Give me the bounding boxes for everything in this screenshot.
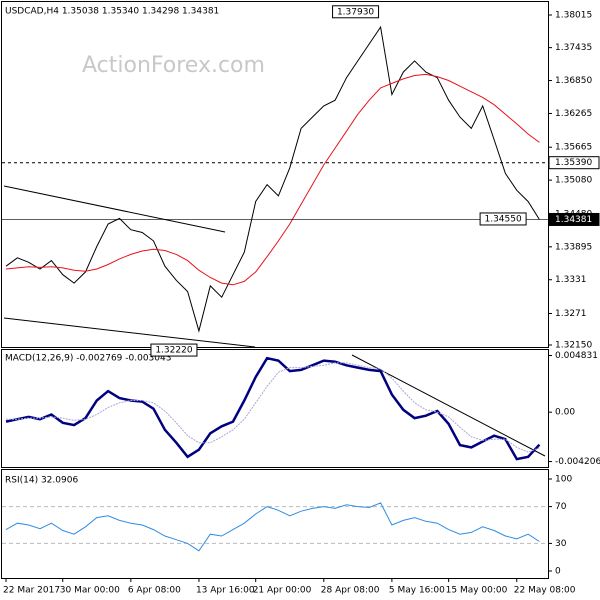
x-tick-label: 30 Mar 00:00 <box>60 586 120 596</box>
macd-pane <box>1 349 549 468</box>
y-tick-label: 1.35080 <box>555 176 592 186</box>
y-tick-label: 1.38015 <box>555 11 592 21</box>
chart-title: USDCAD,H4 1.35038 1.35340 1.34298 1.3438… <box>5 7 219 17</box>
y-tick-label: 1.36265 <box>555 109 592 119</box>
series-line <box>6 362 540 453</box>
x-tick-label: 5 May 16:00 <box>389 586 445 596</box>
y-tick-label: 0.00 <box>555 408 575 418</box>
main-pane <box>1 1 549 348</box>
series-line <box>5 356 541 461</box>
x-tick-label: 22 May 08:00 <box>514 586 576 596</box>
x-tick-label: 21 Apr 00:00 <box>253 586 312 596</box>
annotation-box <box>150 343 198 357</box>
price-label-box <box>548 212 600 226</box>
rsi-pane <box>1 469 549 579</box>
series-line <box>5 25 540 333</box>
y-tick-label: 1.35665 <box>555 143 592 153</box>
series-line <box>5 502 540 552</box>
annotation-label: 1.37930 <box>337 7 374 17</box>
y-tick-label: 0 <box>555 567 561 577</box>
price-label: 1.34381 <box>555 215 592 225</box>
trendline <box>3 317 256 348</box>
x-tick-label: 28 Apr 08:00 <box>321 586 380 596</box>
y-tick-label: 30 <box>555 539 567 549</box>
macd-title: MACD(12,26,9) -0.002769 -0.003043 <box>5 354 171 364</box>
watermark: ActionForex.com <box>82 53 265 78</box>
price-label: 1.35390 <box>555 158 592 168</box>
y-tick-label: 1.36850 <box>555 76 592 86</box>
annotation-box <box>479 212 527 226</box>
x-tick-label: 22 Mar 2017 <box>3 586 60 596</box>
annotation-label: 1.34550 <box>484 214 521 224</box>
series-line <box>5 73 540 286</box>
price-label-box <box>548 156 600 170</box>
x-tick-label: 15 May 00:00 <box>446 586 508 596</box>
x-tick-label: 6 Apr 08:00 <box>128 586 181 596</box>
annotation-box <box>332 5 380 19</box>
y-tick-label: 1.33895 <box>555 242 592 252</box>
annotation-label: 1.32220 <box>155 346 192 356</box>
y-tick-label: 70 <box>555 502 567 512</box>
y-tick-label: 1.37435 <box>555 43 592 53</box>
y-tick-label: 0.004831 <box>555 351 598 361</box>
y-tick-label: -0.004206 <box>555 457 600 467</box>
y-tick-label: 1.32150 <box>555 341 592 351</box>
trendline <box>3 185 226 233</box>
y-tick-label: 1.3331 <box>555 275 587 285</box>
x-tick-label: 13 Apr 16:00 <box>196 586 255 596</box>
y-tick-label: 100 <box>555 475 572 485</box>
rsi-title: RSI(14) 32.0906 <box>5 476 78 486</box>
y-tick-label: 1.3271 <box>555 309 587 319</box>
